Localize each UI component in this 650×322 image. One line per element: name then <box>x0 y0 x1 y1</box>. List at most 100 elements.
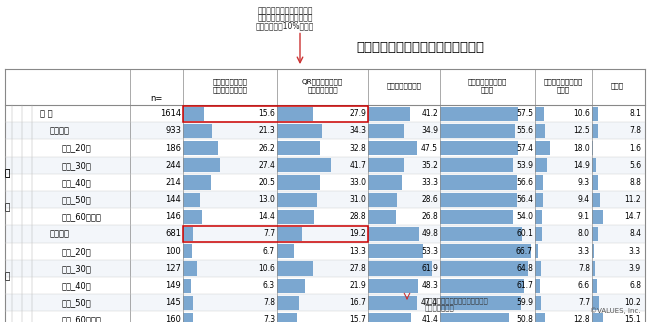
Text: 10.2: 10.2 <box>624 298 641 307</box>
Bar <box>592 261 595 276</box>
Text: 男性_40代: 男性_40代 <box>62 178 92 187</box>
Bar <box>535 175 543 190</box>
Text: 男性_50代: 男性_50代 <box>62 195 92 204</box>
Text: 性: 性 <box>5 169 10 178</box>
Bar <box>277 296 299 310</box>
Text: 8.1: 8.1 <box>629 109 641 118</box>
Bar <box>592 244 594 258</box>
Text: 女性の約半数は日常用品を買い溜: 女性の約半数は日常用品を買い溜 <box>425 297 489 304</box>
Text: 66.7: 66.7 <box>516 247 533 256</box>
Text: 61.9: 61.9 <box>421 264 438 273</box>
Bar <box>183 106 368 122</box>
Text: 61.7: 61.7 <box>516 281 533 290</box>
Bar <box>5 105 645 122</box>
Bar <box>183 124 212 138</box>
Text: 64.8: 64.8 <box>516 264 533 273</box>
Bar <box>368 193 397 207</box>
Text: 10.6: 10.6 <box>573 109 590 118</box>
Bar <box>368 279 418 293</box>
Text: 12.5: 12.5 <box>573 126 590 135</box>
Text: 34.3: 34.3 <box>349 126 366 135</box>
Bar <box>368 313 411 322</box>
Text: その他: その他 <box>611 83 624 89</box>
Bar <box>5 277 645 294</box>
Bar <box>5 69 645 105</box>
Text: 35.2: 35.2 <box>421 161 438 170</box>
Text: 56.6: 56.6 <box>516 178 533 187</box>
Text: 8.4: 8.4 <box>629 230 641 239</box>
Bar <box>277 124 322 138</box>
Text: 男性_60歳以上: 男性_60歳以上 <box>62 212 102 221</box>
Bar <box>440 193 517 207</box>
Bar <box>277 261 313 276</box>
Bar <box>440 261 528 276</box>
Text: 8.8: 8.8 <box>629 178 641 187</box>
Bar <box>592 279 597 293</box>
Bar <box>368 107 410 121</box>
Text: 33.0: 33.0 <box>349 178 366 187</box>
Bar <box>440 158 513 172</box>
Bar <box>183 107 204 121</box>
Bar <box>183 158 220 172</box>
Text: 5.6: 5.6 <box>629 161 641 170</box>
Text: n=: n= <box>150 93 162 102</box>
Bar <box>277 193 317 207</box>
Bar <box>5 208 645 225</box>
Text: 3.9: 3.9 <box>629 264 641 273</box>
Text: 26.8: 26.8 <box>421 212 438 221</box>
Text: 男性_20代: 男性_20代 <box>62 144 92 153</box>
Text: 新たにクレジット
カードを申し込む: 新たにクレジット カードを申し込む <box>213 79 248 93</box>
Text: 21.9: 21.9 <box>349 281 366 290</box>
Text: 20.5: 20.5 <box>258 178 275 187</box>
Bar <box>535 244 538 258</box>
Text: 代: 代 <box>5 204 10 213</box>
Text: 149: 149 <box>165 281 181 290</box>
Text: 15.7: 15.7 <box>349 316 366 322</box>
Bar <box>440 313 509 322</box>
Bar <box>183 141 218 155</box>
Text: 27.4: 27.4 <box>258 161 275 170</box>
Text: ©VALUES, Inc.: ©VALUES, Inc. <box>590 307 641 314</box>
Bar <box>535 227 541 241</box>
Text: 145: 145 <box>165 298 181 307</box>
Bar <box>368 261 432 276</box>
Bar <box>5 225 645 242</box>
Text: 146: 146 <box>165 212 181 221</box>
Bar <box>368 244 422 258</box>
Bar <box>277 141 320 155</box>
Text: 15.1: 15.1 <box>624 316 641 322</box>
Bar <box>592 210 603 224</box>
Text: 別: 別 <box>5 272 10 281</box>
Text: 54.0: 54.0 <box>516 212 533 221</box>
Bar <box>5 242 645 260</box>
Text: 7.7: 7.7 <box>578 298 590 307</box>
Bar <box>5 294 645 311</box>
Bar <box>368 210 396 224</box>
Text: 15.6: 15.6 <box>258 109 275 118</box>
Text: 50.8: 50.8 <box>516 316 533 322</box>
Bar <box>5 139 645 156</box>
Bar <box>5 122 645 139</box>
Text: 消費税増税に向けて考えている対策: 消費税増税に向けて考えている対策 <box>356 41 484 53</box>
Text: 26.2: 26.2 <box>258 144 275 153</box>
Text: 13.0: 13.0 <box>258 195 275 204</box>
Bar <box>535 193 543 207</box>
Text: 60.1: 60.1 <box>516 230 533 239</box>
Text: めすると回答。: めすると回答。 <box>425 304 455 311</box>
Bar <box>277 175 320 190</box>
Text: 144: 144 <box>165 195 181 204</box>
Bar <box>5 174 645 191</box>
Bar <box>368 124 404 138</box>
Bar <box>535 124 545 138</box>
Bar <box>592 158 596 172</box>
Text: 57.4: 57.4 <box>516 144 533 153</box>
Text: 214: 214 <box>165 178 181 187</box>
Text: 21.3: 21.3 <box>258 126 275 135</box>
Bar <box>5 260 645 277</box>
Bar <box>440 141 518 155</box>
Text: 14.9: 14.9 <box>573 161 590 170</box>
Text: 41.4: 41.4 <box>421 316 438 322</box>
Bar <box>183 244 192 258</box>
Bar <box>535 107 543 121</box>
Bar <box>277 279 305 293</box>
